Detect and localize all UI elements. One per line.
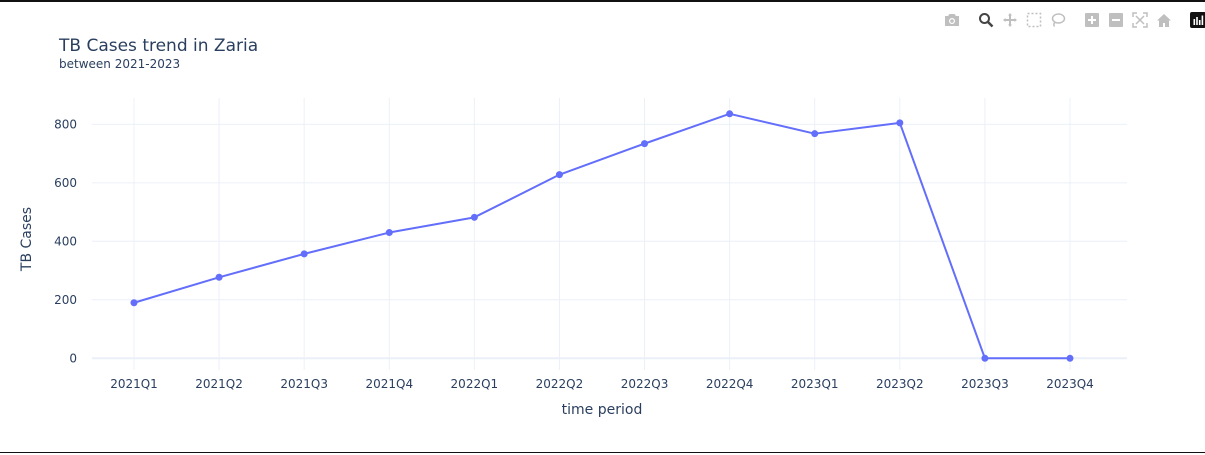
zoom-in-icon[interactable] — [1080, 10, 1104, 30]
box-select-icon[interactable] — [1022, 10, 1046, 30]
y-tick-label: 0 — [69, 351, 77, 365]
y-tick-label: 400 — [54, 234, 77, 248]
x-tick-label: 2023Q1 — [791, 377, 839, 391]
y-tick-label: 800 — [54, 117, 77, 131]
y-tick-label: 200 — [54, 293, 77, 307]
x-tick-label: 2023Q2 — [876, 377, 924, 391]
pan-icon[interactable] — [998, 10, 1022, 30]
x-tick-label: 2022Q3 — [621, 377, 669, 391]
x-tick-label: 2022Q4 — [706, 377, 754, 391]
y-axis-title: TB Cases — [19, 207, 35, 272]
x-tick-label: 2021Q4 — [365, 377, 413, 391]
x-tick-label: 2023Q3 — [961, 377, 1009, 391]
x-axis-title: time period — [562, 402, 643, 418]
data-point[interactable] — [555, 171, 563, 179]
data-point[interactable] — [1066, 354, 1074, 362]
x-tick-label: 2021Q2 — [195, 377, 243, 391]
data-point[interactable] — [896, 119, 904, 127]
data-point[interactable] — [470, 213, 478, 221]
x-tick-label: 2021Q3 — [280, 377, 328, 391]
x-tick-label: 2021Q1 — [110, 377, 158, 391]
reset-axes-icon[interactable] — [1152, 10, 1176, 30]
data-point[interactable] — [130, 299, 138, 307]
chart-subtitle: between 2021-2023 — [59, 57, 181, 71]
zoom-out-icon[interactable] — [1104, 10, 1128, 30]
camera-icon[interactable] — [940, 10, 964, 30]
data-point[interactable] — [385, 229, 393, 237]
y-tick-label: 600 — [54, 176, 77, 190]
data-point[interactable] — [641, 140, 649, 148]
x-tick-label: 2022Q1 — [451, 377, 499, 391]
chart-title: TB Cases trend in Zaria — [59, 36, 259, 56]
data-point[interactable] — [300, 250, 308, 258]
series-line — [133, 112, 1070, 360]
data-point[interactable] — [981, 354, 989, 362]
lasso-select-icon[interactable] — [1046, 10, 1070, 30]
autoscale-icon[interactable] — [1128, 10, 1152, 30]
zoom-icon[interactable] — [974, 10, 998, 30]
modebar — [940, 10, 1205, 30]
plotly-logo-icon[interactable] — [1186, 10, 1205, 30]
data-point[interactable] — [811, 130, 819, 138]
data-point[interactable] — [215, 273, 223, 281]
x-tick-label: 2023Q4 — [1046, 377, 1094, 391]
x-tick-label: 2022Q2 — [536, 377, 584, 391]
data-point[interactable] — [726, 110, 734, 118]
